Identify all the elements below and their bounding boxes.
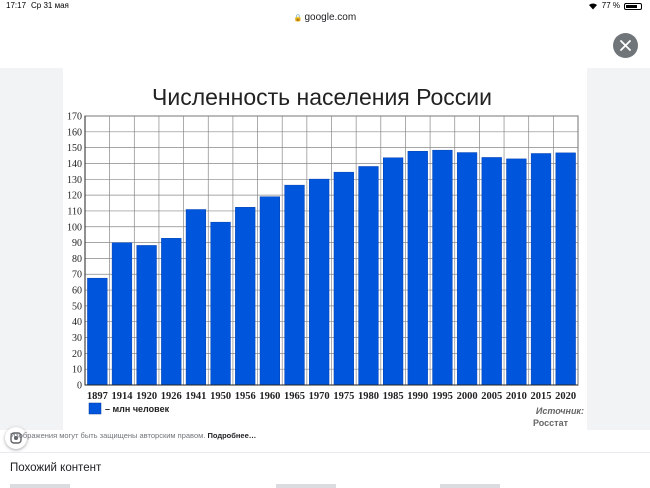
- close-icon: [620, 40, 631, 51]
- y-tick-label: 30: [72, 333, 82, 344]
- bar-1995: [432, 149, 453, 386]
- bar-1960: [259, 196, 280, 386]
- x-tick-label: 2000: [457, 391, 478, 402]
- y-tick-label: 80: [72, 254, 82, 265]
- bar-1990: [407, 151, 428, 386]
- y-tick-label: 20: [72, 349, 82, 360]
- bar-1975: [333, 171, 354, 386]
- y-tick-label: 170: [67, 112, 82, 123]
- status-date: Ср 31 мая: [31, 1, 69, 10]
- copyright-note: Изображения могут быть защищены авторски…: [10, 431, 256, 440]
- bar-2010: [506, 158, 527, 386]
- y-tick-label: 100: [67, 222, 82, 233]
- related-thumbnail[interactable]: [440, 484, 500, 488]
- status-right: 77 %: [588, 0, 642, 12]
- x-tick-label: 1970: [309, 391, 330, 402]
- legend-label: – млн человек: [105, 404, 170, 414]
- legend-swatch: [88, 402, 102, 415]
- x-tick-label: 1985: [383, 391, 404, 402]
- lock-icon: 🔒: [293, 15, 303, 22]
- bar-1956: [235, 207, 256, 386]
- y-tick-label: 110: [67, 206, 82, 217]
- bar-1926: [161, 238, 182, 386]
- status-bar: 17:17 Ср 31 мая 77 %: [0, 0, 650, 12]
- x-tick-label: 1965: [284, 391, 305, 402]
- source-label: Источник:: [536, 406, 584, 416]
- bar-1970: [309, 178, 330, 386]
- source-name: Росстат: [533, 418, 569, 428]
- wifi-icon: [588, 2, 598, 10]
- bar-1941: [185, 209, 207, 386]
- bar-1920: [136, 245, 157, 386]
- related-thumbnail[interactable]: [276, 484, 336, 488]
- bar-1950: [210, 221, 231, 386]
- bar-2000: [456, 152, 478, 386]
- x-tick-label: 1950: [210, 391, 231, 402]
- x-tick-label: 2010: [506, 391, 527, 402]
- url-text: google.com: [304, 12, 357, 23]
- lens-search-button[interactable]: [5, 427, 27, 449]
- x-tick-label: 1920: [136, 391, 157, 402]
- image-preview-panel: Численность населения России 0 10 20 30 40 50…: [0, 68, 650, 449]
- x-tick-label: 2005: [481, 391, 502, 402]
- population-chart: Численность населения России 0 10 20 30 40 50…: [67, 84, 584, 428]
- bar-1914: [111, 242, 133, 386]
- bar-1965: [284, 184, 305, 386]
- x-tick-label: 1956: [235, 391, 256, 402]
- x-tick-label: 1941: [185, 391, 206, 402]
- status-time: 17:17: [6, 1, 27, 10]
- y-tick-label: 90: [72, 238, 82, 249]
- bar-2020: [555, 152, 576, 386]
- x-tick-label: 1914: [111, 391, 133, 402]
- more-link[interactable]: Подробнее…: [207, 431, 257, 440]
- bar-2015: [530, 153, 552, 386]
- divider: [0, 452, 650, 453]
- x-tick-label: 2020: [555, 391, 576, 402]
- y-tick-label: 130: [67, 175, 82, 186]
- y-tick-label: 70: [72, 270, 82, 281]
- bar-1985: [383, 157, 404, 386]
- address-bar[interactable]: 🔒 google.com: [0, 10, 650, 26]
- bar-1897: [87, 277, 108, 386]
- x-tick-label: 2015: [531, 391, 552, 402]
- y-tick-label: 0: [77, 381, 82, 392]
- bar-1980: [358, 166, 379, 386]
- battery-percent: 77 %: [601, 1, 620, 10]
- chart-title: Численность населения России: [152, 84, 492, 110]
- y-tick-label: 60: [72, 286, 82, 297]
- x-tick-label: 1926: [161, 391, 182, 402]
- y-tick-label: 150: [67, 143, 82, 154]
- y-tick-label: 50: [72, 301, 82, 312]
- x-tick-label: 1995: [432, 391, 453, 402]
- close-button[interactable]: [613, 33, 638, 58]
- y-tick-label: 120: [67, 191, 82, 202]
- y-tick-label: 140: [67, 159, 82, 170]
- x-tick-label: 1980: [358, 391, 379, 402]
- y-tick-label: 10: [72, 365, 82, 376]
- x-tick-label: 1897: [87, 391, 108, 402]
- bar-2005: [481, 157, 502, 386]
- x-tick-label: 1960: [259, 391, 280, 402]
- related-content-title: Похожий контент: [10, 462, 102, 474]
- x-tick-label: 1990: [407, 391, 428, 402]
- chart-image[interactable]: Численность населения России 0 10 20 30 40 50…: [63, 68, 587, 430]
- related-thumbnail[interactable]: [10, 484, 70, 488]
- x-tick-label: 1975: [333, 391, 354, 402]
- lens-icon: [10, 432, 22, 444]
- battery-icon: [624, 2, 642, 10]
- y-tick-label: 160: [67, 127, 82, 138]
- y-tick-label: 40: [72, 317, 82, 328]
- copyright-text: Изображения могут быть защищены авторски…: [10, 431, 206, 440]
